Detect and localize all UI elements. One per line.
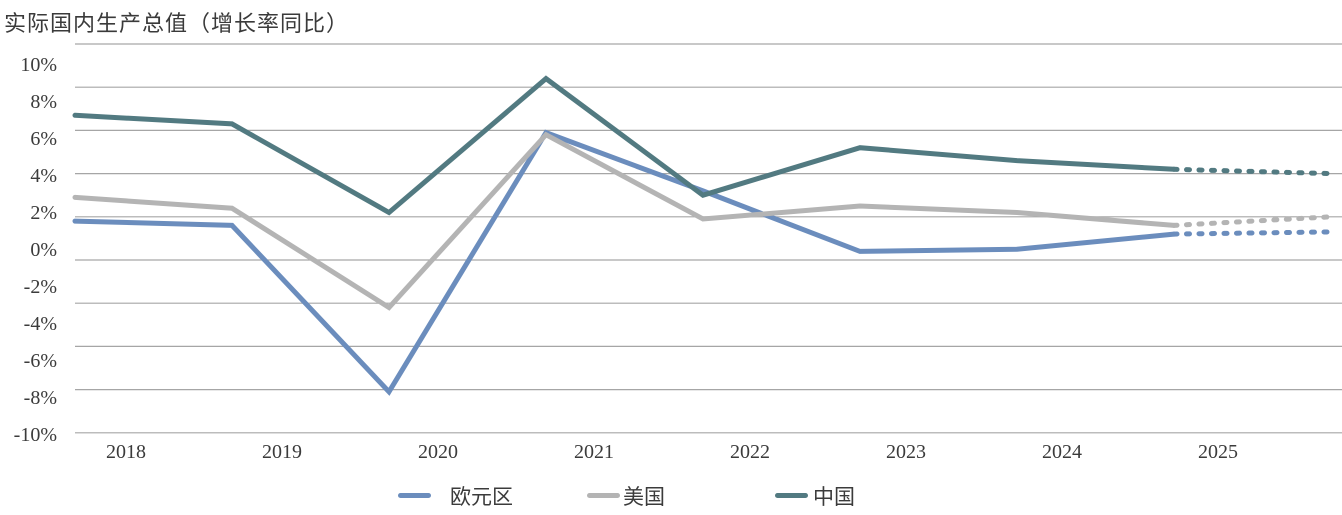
- legend-swatch-china: [775, 493, 808, 498]
- x-axis-label-2018: 2018: [106, 441, 146, 463]
- series-line-eurozone: [72, 129, 1177, 396]
- series-us: [72, 131, 1334, 311]
- series-line-china: [72, 75, 1177, 216]
- legend-swatch-us: [587, 493, 620, 498]
- series-forecast-us: [1171, 214, 1334, 228]
- series-forecast-eurozone: [1171, 229, 1334, 237]
- y-axis-label--10pct: -10%: [13, 424, 57, 446]
- series-eurozone: [72, 129, 1334, 396]
- y-axis-label--8pct: -8%: [23, 387, 57, 409]
- gridlines: [75, 43, 1342, 434]
- y-axis-label-10pct: 10%: [20, 54, 57, 76]
- chart-title: 实际国内生产总值（增长率同比）: [4, 11, 350, 36]
- y-axis-label--4pct: -4%: [23, 313, 57, 335]
- y-axis-label--6pct: -6%: [23, 350, 57, 372]
- x-axis-label-2023: 2023: [886, 441, 926, 463]
- series-line-us: [72, 131, 1177, 311]
- y-axis-label--2pct: -2%: [23, 276, 57, 298]
- x-axis-label-2021: 2021: [574, 441, 614, 463]
- y-axis-label-6pct: 6%: [30, 128, 57, 150]
- x-axis-label-2024: 2024: [1042, 441, 1082, 463]
- series-china: [72, 75, 1334, 216]
- y-axis-label-4pct: 4%: [30, 165, 57, 187]
- x-axis-label-2020: 2020: [418, 441, 458, 463]
- legend-label-us: 美国: [623, 485, 665, 509]
- y-axis-label-8pct: 8%: [30, 91, 57, 113]
- x-axis-label-2022: 2022: [730, 441, 770, 463]
- x-axis-label-2025: 2025: [1198, 441, 1238, 463]
- y-axis-label-0pct: 0%: [30, 239, 57, 261]
- legend-swatch-eurozone: [398, 493, 431, 498]
- legend-label-eurozone: 欧元区: [450, 485, 513, 509]
- series-forecast-china: [1171, 166, 1334, 177]
- x-axis-label-2019: 2019: [262, 441, 302, 463]
- legend-label-china: 中国: [813, 485, 855, 509]
- y-axis-label-2pct: 2%: [30, 202, 57, 224]
